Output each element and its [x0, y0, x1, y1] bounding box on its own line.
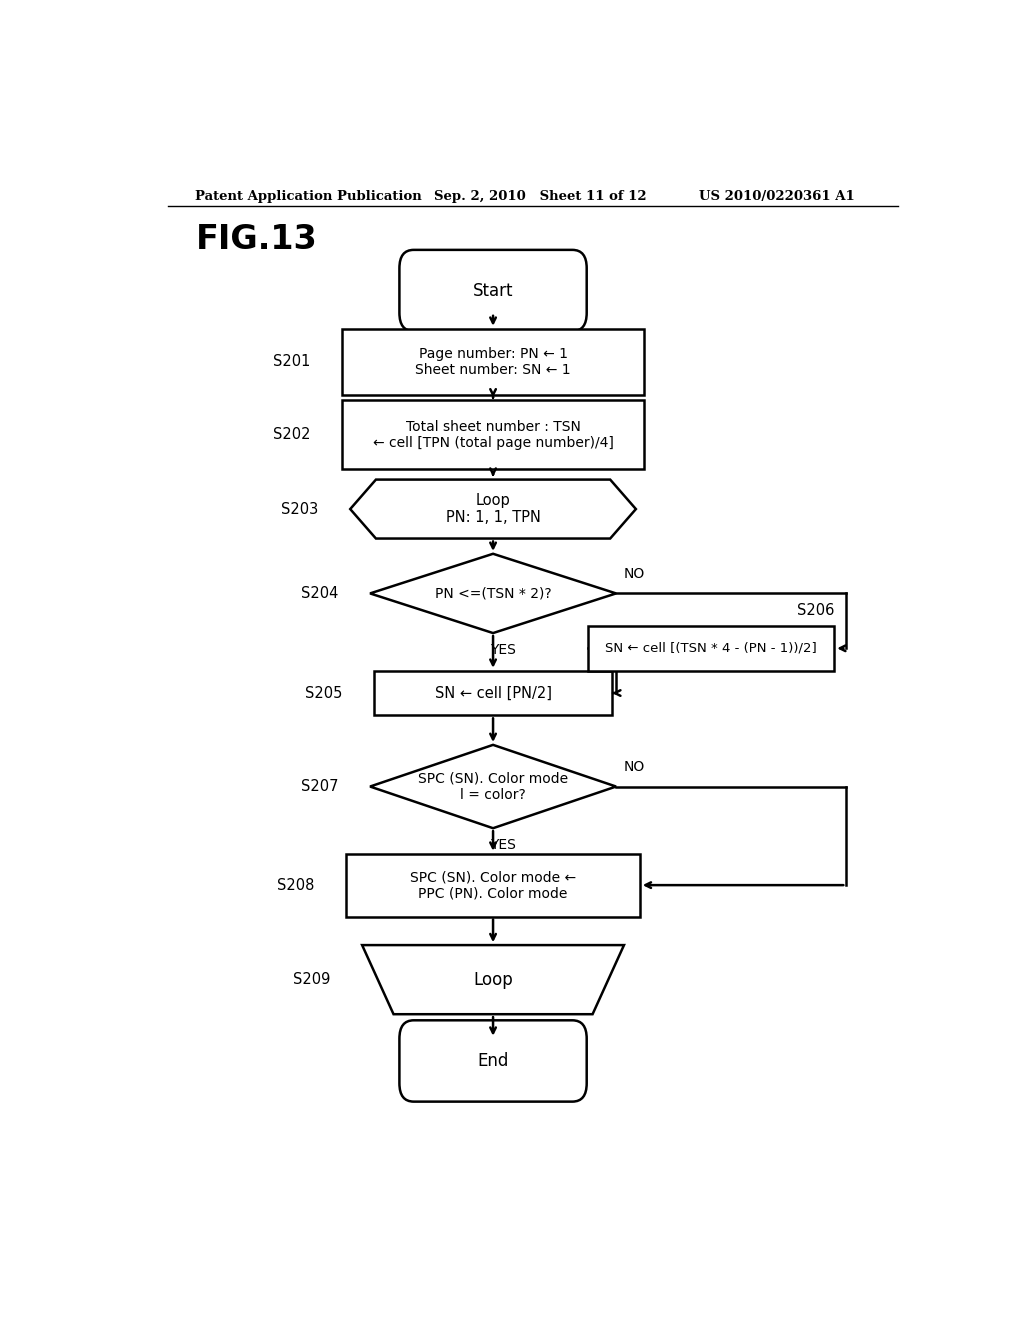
Text: S206: S206 — [797, 603, 835, 618]
Text: YES: YES — [489, 643, 515, 657]
Polygon shape — [370, 744, 616, 828]
Polygon shape — [370, 554, 616, 634]
FancyBboxPatch shape — [399, 1020, 587, 1102]
Text: PN <=(TSN * 2)?: PN <=(TSN * 2)? — [435, 586, 551, 601]
Text: SPC (SN). Color mode
l = color?: SPC (SN). Color mode l = color? — [418, 771, 568, 801]
Text: SN ← cell [PN/2]: SN ← cell [PN/2] — [434, 685, 552, 701]
Text: SN ← cell [(TSN * 4 - (PN - 1))/2]: SN ← cell [(TSN * 4 - (PN - 1))/2] — [605, 642, 817, 655]
Text: Loop: Loop — [473, 970, 513, 989]
Text: SPC (SN). Color mode ←
PPC (PN). Color mode: SPC (SN). Color mode ← PPC (PN). Color m… — [410, 870, 577, 900]
Bar — [374, 671, 612, 715]
Text: Patent Application Publication: Patent Application Publication — [196, 190, 422, 202]
Text: S203: S203 — [282, 502, 318, 516]
Text: S201: S201 — [273, 354, 310, 370]
Polygon shape — [350, 479, 636, 539]
Text: S207: S207 — [301, 779, 338, 795]
Bar — [346, 854, 640, 916]
Bar — [588, 626, 835, 671]
Text: S209: S209 — [293, 972, 331, 987]
Text: S205: S205 — [305, 685, 342, 701]
Text: NO: NO — [624, 568, 645, 581]
Text: US 2010/0220361 A1: US 2010/0220361 A1 — [699, 190, 855, 202]
Bar — [342, 400, 644, 470]
Text: S202: S202 — [273, 428, 310, 442]
Text: NO: NO — [624, 760, 645, 775]
Text: End: End — [477, 1052, 509, 1071]
Text: Total sheet number : TSN
← cell [TPN (total page number)/4]: Total sheet number : TSN ← cell [TPN (to… — [373, 420, 613, 450]
Text: S204: S204 — [301, 586, 338, 601]
Text: Loop
PN: 1, 1, TPN: Loop PN: 1, 1, TPN — [445, 492, 541, 525]
Text: Start: Start — [473, 281, 513, 300]
Text: Sep. 2, 2010   Sheet 11 of 12: Sep. 2, 2010 Sheet 11 of 12 — [433, 190, 646, 202]
Text: S208: S208 — [278, 878, 314, 892]
FancyBboxPatch shape — [399, 249, 587, 331]
Polygon shape — [362, 945, 624, 1014]
Bar — [342, 329, 644, 395]
Text: Page number: PN ← 1
Sheet number: SN ← 1: Page number: PN ← 1 Sheet number: SN ← 1 — [416, 347, 570, 376]
Text: YES: YES — [489, 838, 515, 853]
Text: FIG.13: FIG.13 — [196, 223, 317, 256]
